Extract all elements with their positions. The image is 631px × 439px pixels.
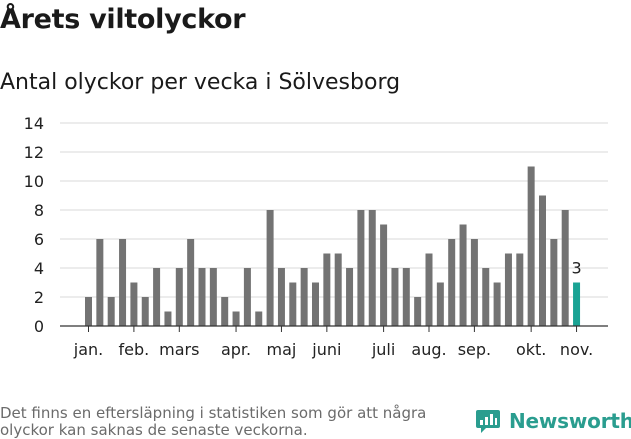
data-label: 3 bbox=[571, 259, 581, 278]
bar bbox=[119, 239, 127, 326]
bar bbox=[436, 282, 444, 326]
bar bbox=[414, 297, 422, 326]
bar bbox=[539, 195, 546, 326]
bar bbox=[85, 297, 92, 326]
bar bbox=[175, 268, 183, 326]
bar bbox=[141, 297, 149, 326]
bar bbox=[357, 210, 365, 326]
bar-highlight bbox=[573, 282, 581, 326]
bar bbox=[504, 253, 512, 326]
bar bbox=[266, 210, 274, 326]
bar bbox=[425, 253, 433, 326]
x-tick-label: aug. bbox=[411, 340, 446, 359]
bar bbox=[164, 311, 172, 326]
bar bbox=[198, 268, 206, 326]
bar bbox=[448, 239, 456, 326]
bar bbox=[334, 253, 342, 326]
bar bbox=[232, 311, 240, 326]
x-tick-label: juni bbox=[311, 340, 341, 359]
y-tick-label: 0 bbox=[34, 317, 44, 336]
bar bbox=[209, 268, 217, 326]
bar bbox=[391, 268, 399, 326]
y-tick-label: 10 bbox=[24, 172, 44, 191]
brand-name: Newsworthy bbox=[509, 409, 631, 433]
x-tick-label: mars bbox=[159, 340, 199, 359]
bar bbox=[368, 210, 376, 326]
bar bbox=[187, 239, 195, 326]
y-tick-label: 12 bbox=[24, 143, 44, 162]
bar bbox=[289, 282, 297, 326]
bar bbox=[130, 282, 138, 326]
bar bbox=[255, 311, 263, 326]
y-tick-label: 2 bbox=[34, 288, 44, 307]
bar bbox=[243, 268, 251, 326]
x-tick-label: maj bbox=[267, 340, 297, 359]
bar bbox=[550, 239, 558, 326]
bar bbox=[153, 268, 161, 326]
chart-title: Årets viltolyckor bbox=[0, 4, 246, 35]
bar bbox=[459, 224, 467, 326]
bar bbox=[107, 297, 115, 326]
footnote: Det finns en eftersläpning i statistiken… bbox=[0, 404, 427, 439]
bar-chart: 0 2 4 6 8 10 12 14 3 jan. feb. mars apr. maj juni juli a… bbox=[24, 114, 608, 359]
x-tick-label: apr. bbox=[221, 340, 251, 359]
x-tick-label: sep. bbox=[458, 340, 491, 359]
bar bbox=[312, 282, 319, 326]
x-tick-label: okt. bbox=[516, 340, 546, 359]
bar bbox=[516, 253, 524, 326]
y-tick-label: 4 bbox=[34, 259, 44, 278]
bar bbox=[493, 282, 501, 326]
bar bbox=[561, 210, 569, 326]
bar bbox=[300, 268, 308, 326]
bar bbox=[277, 268, 285, 326]
bar bbox=[96, 239, 104, 326]
y-tick-label: 8 bbox=[34, 201, 44, 220]
x-tick-label: jan. bbox=[73, 340, 103, 359]
bar bbox=[323, 253, 331, 326]
bar bbox=[527, 166, 535, 326]
x-tick-label: nov. bbox=[560, 340, 593, 359]
y-tick-label: 14 bbox=[24, 114, 44, 133]
x-tick-label: feb. bbox=[119, 340, 150, 359]
y-tick-label: 6 bbox=[34, 230, 44, 249]
bar bbox=[470, 239, 478, 326]
bar bbox=[346, 268, 354, 326]
bar bbox=[380, 224, 388, 326]
bar bbox=[221, 297, 229, 326]
chart-subtitle: Antal olyckor per vecka i Sölvesborg bbox=[0, 70, 401, 95]
brand[interactable]: Newsworthy bbox=[475, 408, 631, 434]
bar bbox=[482, 268, 490, 326]
bar bbox=[402, 268, 410, 326]
x-tick-label: juli bbox=[371, 340, 395, 359]
newsworthy-logo-icon bbox=[476, 410, 500, 433]
